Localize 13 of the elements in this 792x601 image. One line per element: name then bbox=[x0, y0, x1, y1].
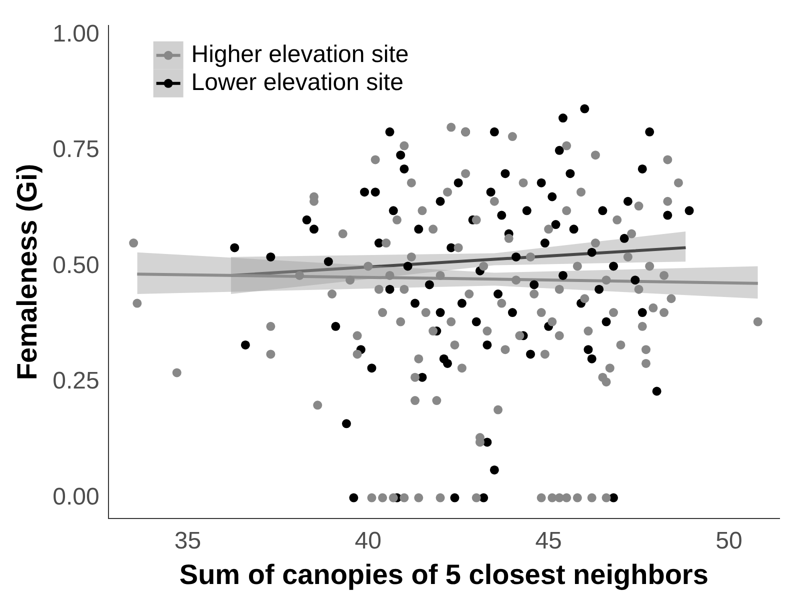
y-tick-label: 1.00 bbox=[52, 20, 100, 48]
y-tick-label: 0.00 bbox=[52, 483, 100, 510]
x-tick-label: 45 bbox=[535, 528, 562, 555]
y-tick-label: 0.50 bbox=[52, 252, 100, 279]
x-tick-label: 50 bbox=[716, 528, 742, 555]
x-axis-title: Sum of canopies of 5 closest neighbors bbox=[179, 558, 708, 590]
y-tick-label: 0.25 bbox=[52, 368, 100, 395]
x-tick-label: 40 bbox=[354, 528, 382, 555]
y-tick-label: 0.75 bbox=[52, 136, 100, 164]
legend-label: Higher elevation site bbox=[191, 41, 409, 68]
x-tick-label: 35 bbox=[174, 528, 202, 555]
legend-label: Lower elevation site bbox=[191, 69, 404, 96]
y-axis-title: Femaleness (Gi) bbox=[12, 164, 43, 380]
